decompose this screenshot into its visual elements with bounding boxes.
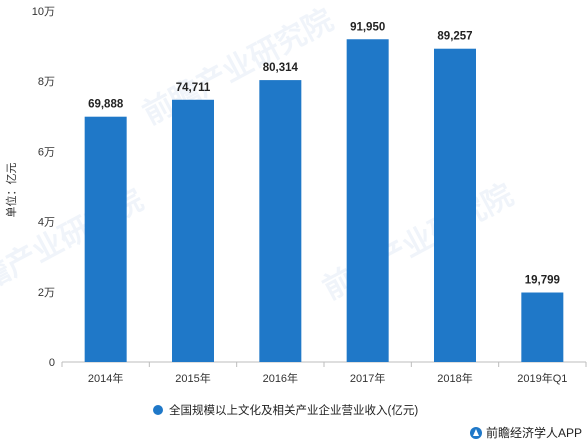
data-label: 80,314 bbox=[263, 62, 299, 74]
y-tick-label: 0 bbox=[49, 357, 55, 369]
data-label: 69,888 bbox=[88, 99, 124, 111]
bars-group bbox=[84, 39, 564, 363]
y-tick-label: 8万 bbox=[38, 76, 55, 88]
y-tick-label: 6万 bbox=[38, 146, 55, 158]
qianzhan-logo-icon bbox=[470, 427, 482, 439]
bar bbox=[172, 99, 214, 362]
bar bbox=[84, 116, 127, 363]
data-label: 89,257 bbox=[437, 31, 472, 43]
bar bbox=[259, 80, 302, 362]
y-axis-title: 单位：亿元 bbox=[4, 163, 18, 218]
legend-swatch bbox=[153, 405, 163, 415]
x-tick-label: 2014年 bbox=[88, 371, 123, 385]
data-label: 19,799 bbox=[525, 275, 560, 287]
x-axis-ticks: 2014年 2015年 2016年 2017年 2018年 2019年Q1 bbox=[61, 362, 587, 385]
x-tick-label: 2018年 bbox=[437, 371, 472, 385]
legend-label: 全国规模以上文化及相关产业企业营业收入(亿元) bbox=[169, 403, 418, 417]
brand: 前瞻经济学人APP bbox=[470, 425, 582, 440]
legend: 全国规模以上文化及相关产业企业营业收入(亿元) bbox=[153, 403, 418, 417]
data-label: 74,711 bbox=[176, 82, 211, 94]
bar bbox=[346, 39, 389, 363]
data-label: 91,950 bbox=[350, 21, 385, 33]
x-tick-label: 2015年 bbox=[175, 371, 210, 385]
y-axis-ticks: 0 2万 4万 6万 8万 10万 bbox=[32, 6, 55, 369]
bar bbox=[434, 48, 476, 362]
y-tick-label: 10万 bbox=[32, 6, 55, 18]
x-tick-label: 2019年Q1 bbox=[517, 371, 567, 385]
x-tick-label: 2016年 bbox=[263, 371, 298, 385]
x-tick-label: 2017年 bbox=[350, 371, 385, 385]
watermark-text: 前瞻产业研究院 bbox=[137, 3, 338, 132]
y-tick-label: 4万 bbox=[38, 217, 55, 229]
bar bbox=[521, 292, 564, 362]
y-tick-label: 2万 bbox=[38, 287, 55, 299]
data-labels-group: 69,888 74,711 80,314 91,950 89,257 19,799 bbox=[88, 21, 560, 286]
brand-label: 前瞻经济学人APP bbox=[486, 425, 582, 440]
